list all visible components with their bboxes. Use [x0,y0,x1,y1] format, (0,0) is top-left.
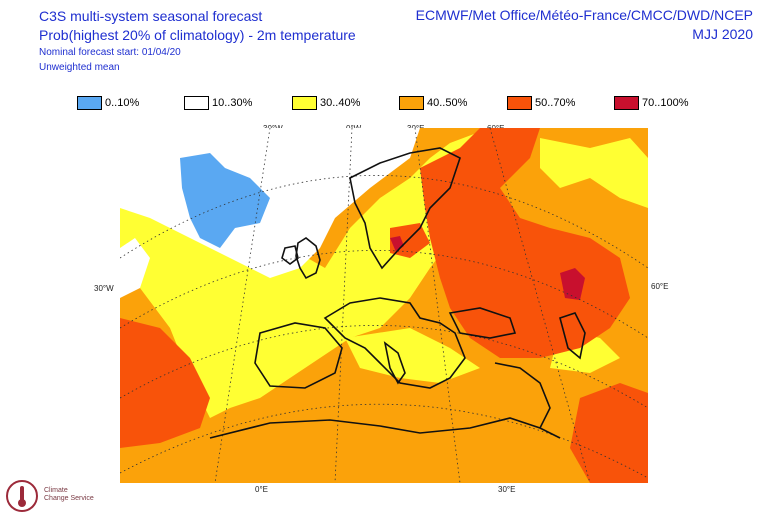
coast-britain [295,237,321,280]
legend-swatch [399,96,424,110]
logo-line1: Climate [44,487,68,494]
season-label: MJJ 2020 [692,26,753,42]
centres-list: ECMWF/Met Office/Météo-France/CMCC/DWD/N… [415,7,753,23]
mean-type: Unweighted mean [39,62,120,73]
coast-north-africa [209,417,561,439]
field-0-10 [180,153,270,248]
legend-label: 30..40% [320,97,361,109]
field-30-40-balkans [345,328,480,383]
climate-service-icon [6,480,38,512]
legend-swatch [184,96,209,110]
field-50-70-east [420,128,630,358]
field-50-70-scandinavia [390,223,430,258]
legend-swatch [77,96,102,110]
coast-caspian [559,312,586,360]
legend-item-10-30: 10..30% [184,95,252,111]
title-block: C3S multi-system seasonal forecast Prob(… [39,7,356,75]
map-canvas [120,128,648,483]
chart-subtitle: Prob(highest 20% of climatology) - 2m te… [39,27,356,43]
meridian-30e [414,128,461,483]
field-10-30-west-edge [120,238,150,298]
field-50-70-atlantic-south [120,318,210,448]
legend-item-30-40: 30..40% [292,95,360,111]
copernicus-logo: Climate Change Service [4,478,114,516]
graticule [120,128,648,483]
parallel-50n [120,325,648,409]
coast-levant [494,362,551,429]
legend-label: 40..50% [427,97,468,109]
coastlines [209,147,586,439]
forecast-start: Nominal forecast start: 01/04/20 [39,47,181,58]
legend-swatch [614,96,639,110]
legend-label: 0..10% [105,97,140,109]
legend-label: 10..30% [212,97,253,109]
header-right: ECMWF/Met Office/Météo-France/CMCC/DWD/N… [416,6,753,44]
logo-line2: Change Service [44,495,94,502]
coast-black-sea [448,307,517,339]
lon-label-0e-bottom: 0°E [255,485,268,494]
lon-label-30e-bottom: 30°E [498,485,516,494]
coast-scandinavia [349,147,461,270]
meridian-0 [334,128,353,483]
field-70-100-volga [560,268,585,300]
legend-item-70-100: 70..100% [614,95,688,111]
legend-item-50-70: 50..70% [507,95,575,111]
legend-label: 70..100% [642,97,689,109]
legend-item-40-50: 40..50% [399,95,467,111]
legend-swatch [292,96,317,110]
chart-title: C3S multi-system seasonal forecast [39,8,263,24]
field-30-40-northeast [540,138,648,208]
meridian-30w [214,128,271,483]
legend-swatch [507,96,532,110]
legend-item-0-10: 0..10% [77,95,139,111]
legend-label: 50..70% [535,97,576,109]
coast-ireland [281,245,299,265]
lon-label-60e-side: 60°E [651,282,669,291]
coast-iberia [254,322,343,389]
legend: 0..10% 10..30% 30..40% 40..50% 50..70% 7… [0,95,760,111]
logo-text: Climate Change Service [44,487,94,503]
lon-label-30w-side: 30°W [94,284,114,293]
probability-map [120,128,648,483]
meridian-60e [489,128,591,483]
coast-italy [383,341,406,385]
parallel-40n [120,403,648,479]
coast-mediterranean-north [323,297,466,389]
field-50-70-southeast [570,383,648,483]
